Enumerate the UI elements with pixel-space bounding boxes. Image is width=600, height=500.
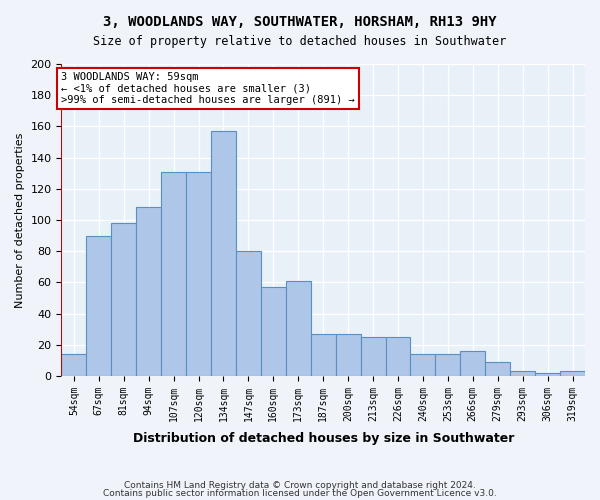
Bar [535,373,560,376]
Bar [236,251,261,376]
Text: 3, WOODLANDS WAY, SOUTHWATER, HORSHAM, RH13 9HY: 3, WOODLANDS WAY, SOUTHWATER, HORSHAM, R… [103,15,497,29]
Bar [361,337,386,376]
Text: Contains HM Land Registry data © Crown copyright and database right 2024.: Contains HM Land Registry data © Crown c… [124,481,476,490]
X-axis label: Distribution of detached houses by size in Southwater: Distribution of detached houses by size … [133,432,514,445]
Bar [111,223,136,376]
Bar [510,371,535,376]
Bar [410,354,436,376]
Bar [485,362,510,376]
Bar [436,354,460,376]
Bar [61,354,86,376]
Bar [335,334,361,376]
Bar [560,371,585,376]
Text: 3 WOODLANDS WAY: 59sqm
← <1% of detached houses are smaller (3)
>99% of semi-det: 3 WOODLANDS WAY: 59sqm ← <1% of detached… [61,72,355,105]
Bar [161,172,186,376]
Bar [261,287,286,376]
Bar [386,337,410,376]
Bar [136,208,161,376]
Bar [186,172,211,376]
Text: Size of property relative to detached houses in Southwater: Size of property relative to detached ho… [94,35,506,48]
Bar [86,236,111,376]
Bar [311,334,335,376]
Bar [286,281,311,376]
Text: Contains public sector information licensed under the Open Government Licence v3: Contains public sector information licen… [103,488,497,498]
Bar [460,351,485,376]
Bar [211,131,236,376]
Y-axis label: Number of detached properties: Number of detached properties [15,132,25,308]
